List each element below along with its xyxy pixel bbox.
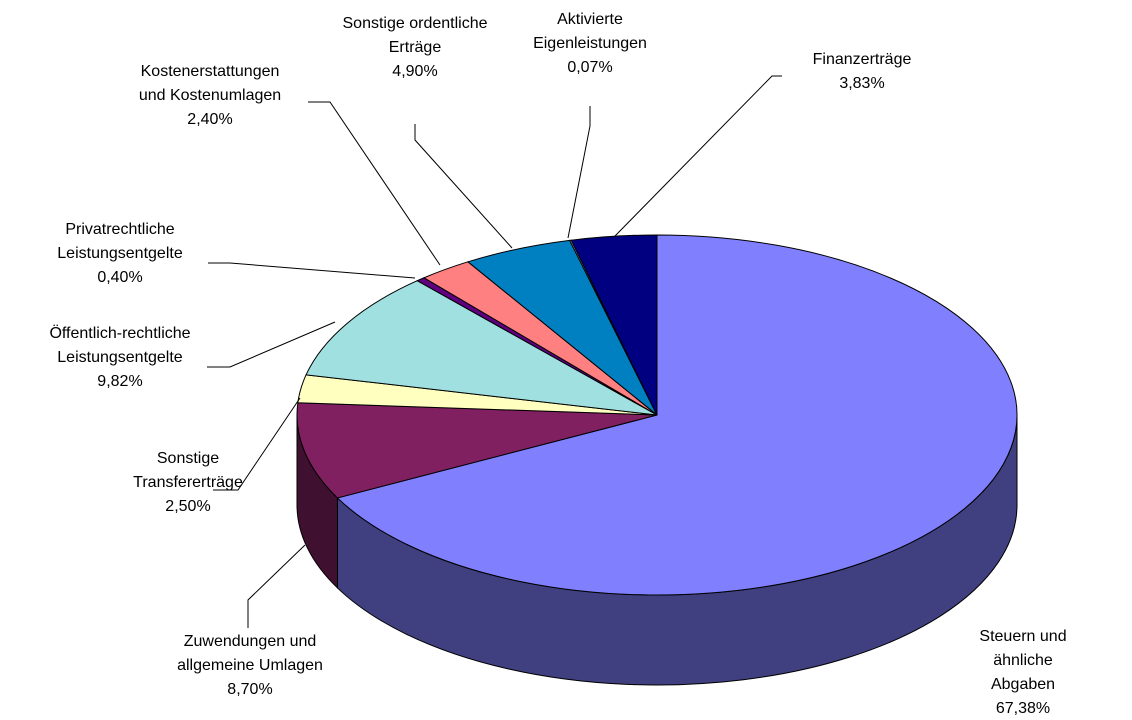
- leader-line: [308, 101, 441, 266]
- leader-line: [213, 397, 301, 491]
- slice-label: Öffentlich-rechtliche Leistungsentgelte 9…: [49, 322, 190, 394]
- slice: [570, 234, 658, 416]
- pie-tops: [296, 234, 1018, 596]
- slice: [305, 280, 658, 416]
- category-name: Steuern und ähnliche Abgaben: [979, 628, 1067, 693]
- category-name: Öffentlich-rechtliche Leistungsentgelte: [49, 325, 191, 366]
- leader-line: [567, 106, 591, 239]
- category-name: Zuwendungen und allgemeine Umlagen: [177, 633, 323, 674]
- value-label: 8,70%: [227, 681, 273, 698]
- value-label: 4,90%: [392, 63, 438, 80]
- leader-line: [207, 321, 336, 368]
- category-name: Kostenerstattungen und Kostenumlagen: [138, 63, 282, 104]
- category-name: Privatrechtliche Leistungsentgelte: [57, 221, 183, 262]
- slice-label: Sonstige ordentliche Erträge 4,90%: [343, 12, 488, 84]
- leader-line: [414, 124, 513, 249]
- slice: [296, 402, 658, 499]
- leader-line: [208, 262, 416, 279]
- category-name: Sonstige ordentliche Erträge: [342, 15, 488, 56]
- value-label: 2,50%: [165, 498, 211, 515]
- leader-line: [614, 75, 782, 237]
- category-name: Aktivierte Eigenleistungen: [533, 11, 647, 52]
- slice-label: Aktivierte Eigenleistungen 0,07%: [533, 8, 647, 80]
- value-label: 2,40%: [187, 111, 233, 128]
- slice-label: Kostenerstattungen und Kostenumlagen 2,40…: [139, 60, 281, 132]
- slice-label: Zuwendungen und allgemeine Umlagen 8,70%: [177, 630, 323, 702]
- slice: [336, 234, 1018, 596]
- value-label: 67,38%: [995, 700, 1051, 717]
- slice-label: Privatrechtliche Leistungsentgelte 0,40%: [57, 218, 182, 290]
- category-name: Finanzerträge: [812, 51, 912, 68]
- slice-label: Sonstige Transfererträge 2,50%: [133, 447, 243, 519]
- value-label: 3,83%: [839, 75, 885, 92]
- leader-line: [247, 544, 306, 628]
- value-label: 9,82%: [97, 373, 143, 390]
- slice-label: Finanzerträge 3,83%: [813, 48, 912, 96]
- category-name: Sonstige Transfererträge: [133, 450, 243, 491]
- slice-label: Steuern und ähnliche Abgaben 67,38%: [969, 625, 1078, 720]
- value-label: 0,40%: [97, 269, 143, 286]
- value-label: 0,07%: [567, 59, 613, 76]
